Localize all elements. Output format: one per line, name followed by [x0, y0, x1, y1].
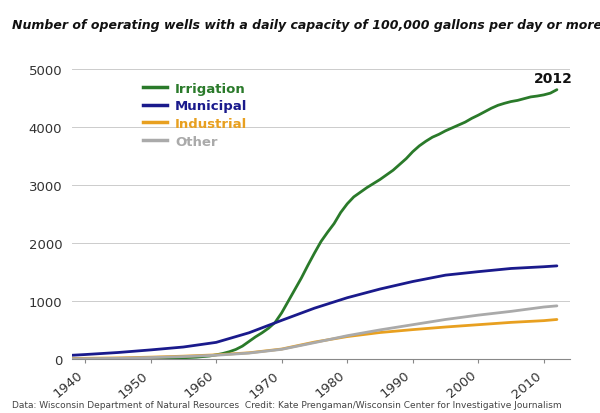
Text: Number of operating wells with a daily capacity of 100,000 gallons per day or mo: Number of operating wells with a daily c…	[12, 19, 600, 31]
Legend: Irrigation, Municipal, Industrial, Other: Irrigation, Municipal, Industrial, Other	[143, 83, 247, 148]
Text: 2012: 2012	[534, 72, 573, 86]
Text: Data: Wisconsin Department of Natural Resources  Credit: Kate Prengaman/Wisconsi: Data: Wisconsin Department of Natural Re…	[12, 400, 562, 409]
